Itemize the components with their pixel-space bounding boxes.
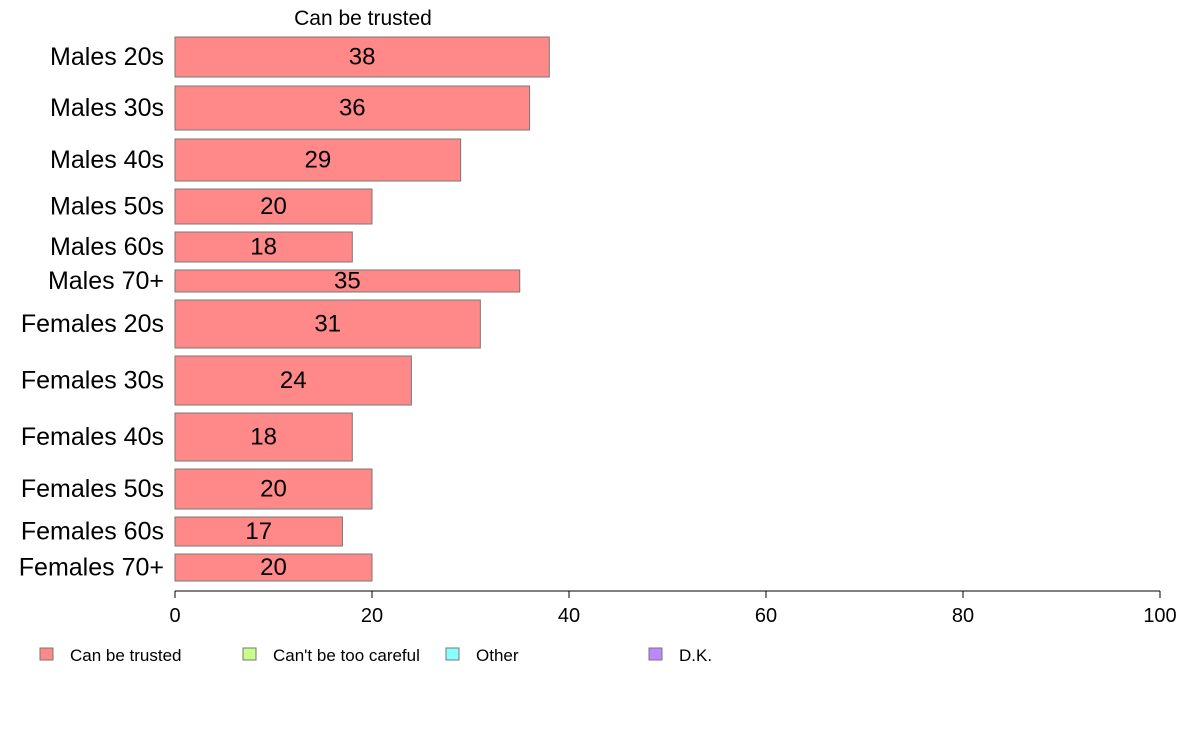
category-label: Males 20s [50, 43, 164, 71]
bar-value-label: 17 [245, 518, 272, 545]
x-tick-label: 0 [169, 605, 180, 627]
legend: Can be trusted Can't be too careful Other D… [39, 646, 712, 665]
category-label: Males 70+ [48, 267, 164, 295]
legend-swatch [242, 647, 257, 661]
category-label: Females 40s [21, 423, 164, 451]
bar [174, 553, 373, 582]
category-label: Females 20s [21, 310, 164, 338]
x-tick-label: 100 [1143, 605, 1176, 627]
bar-value-label: 36 [339, 95, 366, 122]
bar-value-label: 24 [280, 367, 307, 394]
x-tick-label: 40 [558, 605, 580, 627]
bar [174, 85, 531, 131]
bar [174, 231, 353, 263]
category-label: Males 40s [50, 146, 164, 174]
bar [174, 412, 353, 462]
x-tick-label: 20 [361, 605, 383, 627]
category-label: Females 70+ [19, 554, 164, 582]
chart-title: Can be trusted [294, 7, 432, 30]
bar [174, 36, 550, 78]
bar-value-label: 18 [250, 234, 277, 261]
bar [174, 269, 521, 293]
x-tick-label: 80 [952, 605, 974, 627]
bar-value-label: 38 [349, 44, 376, 71]
category-label: Males 30s [50, 94, 164, 122]
category-label: Females 60s [21, 518, 164, 546]
x-axis: 0 20 40 60 80 100 [169, 590, 1177, 627]
legend-label: Can be trusted [70, 646, 182, 665]
bars: Males 20s 38 Males 30s 36 Males 40s 29 Males 5… [19, 36, 550, 582]
bar [174, 188, 373, 225]
bar-value-label: 35 [334, 268, 361, 295]
legend-label: Can't be too careful [273, 646, 420, 665]
category-label: Females 50s [21, 475, 164, 503]
legend-swatch [39, 647, 54, 661]
category-label: Males 60s [50, 233, 164, 261]
bar-value-label: 29 [304, 147, 331, 174]
legend-swatch [445, 647, 460, 661]
bar [174, 516, 343, 547]
bar-value-label: 18 [250, 424, 277, 451]
legend-label: D.K. [679, 646, 712, 665]
legend-swatch [648, 647, 663, 661]
bar-value-label: 20 [260, 554, 287, 581]
bar [174, 138, 462, 182]
category-label: Males 50s [50, 193, 164, 221]
category-label: Females 30s [21, 367, 164, 395]
x-tick-label: 60 [755, 605, 777, 627]
bar-value-label: 20 [260, 193, 287, 220]
bar [174, 355, 412, 406]
bar-value-label: 31 [314, 311, 341, 338]
bar [174, 299, 481, 349]
legend-label: Other [476, 646, 519, 665]
bar-value-label: 20 [260, 476, 287, 503]
bar [174, 468, 373, 510]
